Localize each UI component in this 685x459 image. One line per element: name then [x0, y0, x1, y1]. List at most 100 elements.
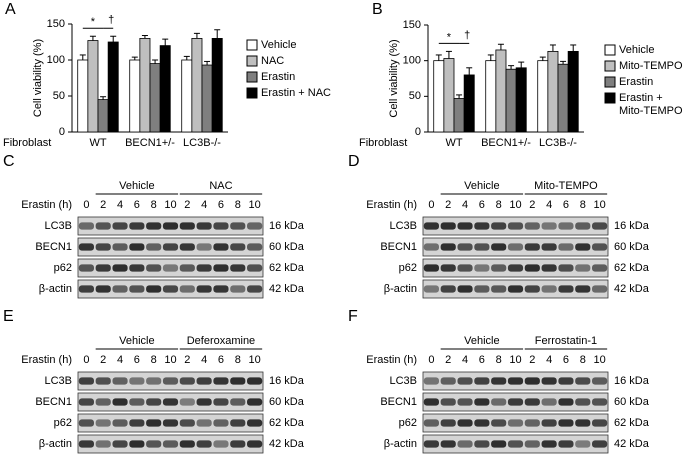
- time-label: 0: [428, 354, 434, 366]
- group-label: Mito-TEMPO: [534, 180, 598, 192]
- blot-band: [558, 440, 574, 448]
- blot-band: [196, 419, 212, 427]
- blot-band: [213, 243, 229, 251]
- bar: [537, 60, 549, 133]
- blot-band: [129, 398, 145, 406]
- blot-band: [95, 419, 111, 427]
- blot-band: [146, 419, 162, 427]
- blot-band: [129, 440, 145, 448]
- blot-band: [196, 243, 212, 251]
- blot-band: [78, 243, 94, 251]
- blot-band: [230, 440, 246, 448]
- blot-band: [507, 285, 524, 293]
- axis-label: Erastin (h): [366, 354, 417, 366]
- blot-band: [440, 222, 456, 230]
- legend-label: NAC: [261, 55, 284, 67]
- time-label: 2: [445, 354, 451, 366]
- blot-band: [474, 285, 490, 293]
- blot-band: [213, 377, 229, 385]
- blot-band: [230, 398, 246, 406]
- blot-band: [179, 222, 195, 230]
- blot-band: [423, 243, 439, 251]
- blot-band: [575, 419, 591, 427]
- time-label: 4: [117, 354, 123, 366]
- blot-band: [247, 440, 263, 448]
- protein-label: BECN1: [35, 396, 72, 408]
- time-label: 4: [201, 199, 207, 211]
- y-axis-label: Cell viability (%): [32, 39, 44, 117]
- time-label: 10: [248, 354, 260, 366]
- x-axis-label: Fibroblast: [3, 137, 51, 149]
- blot-band: [474, 264, 490, 272]
- bar: [97, 99, 109, 133]
- time-label: 8: [151, 199, 157, 211]
- size-label: 62 kDa: [269, 417, 305, 429]
- time-label: 0: [83, 354, 89, 366]
- legend-label: Mito-TEMPO: [619, 60, 683, 72]
- time-label: 2: [100, 354, 106, 366]
- blot-band: [440, 285, 456, 293]
- blot-band: [558, 377, 574, 385]
- blot-band: [592, 264, 608, 272]
- protein-label: LC3B: [44, 375, 72, 387]
- blot-band: [196, 285, 212, 293]
- blot-band: [575, 222, 591, 230]
- blot-band: [196, 264, 212, 272]
- protein-label: p62: [399, 262, 417, 274]
- blot-band: [247, 377, 263, 385]
- legend-swatch: [246, 39, 258, 51]
- blot-band: [575, 285, 591, 293]
- time-label: 6: [479, 199, 485, 211]
- blot-band: [541, 264, 557, 272]
- blot-band: [541, 419, 557, 427]
- blot-band: [112, 419, 128, 427]
- blot-band: [491, 264, 507, 272]
- blot-band: [440, 377, 456, 385]
- size-label: 42 kDa: [269, 283, 305, 295]
- time-label: 2: [445, 199, 451, 211]
- time-label: 0: [83, 199, 89, 211]
- bar: [181, 59, 193, 133]
- size-label: 62 kDa: [269, 262, 305, 274]
- blot-band: [213, 222, 229, 230]
- protein-label: β-actin: [384, 283, 417, 295]
- blot-band: [524, 243, 540, 251]
- size-label: 60 kDa: [614, 396, 650, 408]
- legend-label: Erastin: [619, 76, 653, 88]
- blot-band: [524, 440, 540, 448]
- legend-swatch: [604, 44, 616, 56]
- blot-band: [440, 264, 456, 272]
- blot-band: [162, 222, 179, 230]
- blot-band: [247, 285, 263, 293]
- blot-band: [524, 222, 540, 230]
- bar: [77, 59, 89, 133]
- blot-band: [491, 285, 507, 293]
- blot-band: [95, 222, 111, 230]
- group-label: Ferrostatin-1: [535, 335, 597, 347]
- y-tick-label: 100: [47, 54, 65, 66]
- blot-band: [162, 243, 179, 251]
- blot-band: [78, 440, 94, 448]
- protein-label: β-actin: [39, 283, 72, 295]
- blot-band: [95, 440, 111, 448]
- blot-band: [146, 440, 162, 448]
- blot-band: [146, 243, 162, 251]
- time-label: 4: [201, 354, 207, 366]
- blot-band: [575, 377, 591, 385]
- blot-band: [196, 377, 212, 385]
- time-label: 2: [184, 199, 190, 211]
- blot-band: [592, 377, 608, 385]
- blot-band: [524, 398, 540, 406]
- panel-letter: E: [3, 308, 14, 325]
- size-label: 60 kDa: [269, 241, 305, 253]
- blot-band: [507, 398, 524, 406]
- protein-label: LC3B: [389, 375, 417, 387]
- blot-band: [592, 222, 608, 230]
- blot-band: [491, 377, 507, 385]
- bar: [191, 38, 203, 133]
- blot-band: [457, 264, 473, 272]
- blot-band: [575, 440, 591, 448]
- blot-band: [524, 377, 540, 385]
- blot-band: [558, 222, 574, 230]
- blot-band: [230, 222, 246, 230]
